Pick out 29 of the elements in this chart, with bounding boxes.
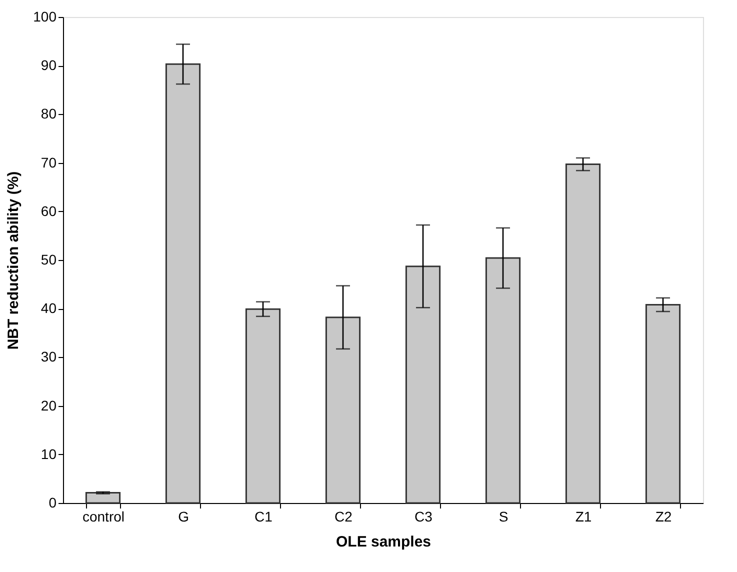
y-axis-title: NBT reduction ability (%): [5, 171, 22, 350]
y-tick-label: 10: [40, 446, 57, 462]
bar: [245, 308, 281, 504]
x-tick-label: G: [178, 508, 189, 524]
x-tick-label: Z1: [575, 508, 592, 524]
x-tick-label: C2: [334, 508, 353, 524]
y-tick-label: 50: [40, 252, 57, 268]
x-tick-label: Z2: [655, 508, 672, 524]
bar: [485, 257, 521, 504]
bar: [405, 266, 441, 504]
y-tick-label: 100: [33, 8, 57, 24]
bar: [645, 304, 681, 504]
y-tick-label: 90: [40, 57, 57, 74]
y-tick-label: 70: [40, 154, 57, 170]
bar: [165, 63, 201, 504]
x-tick-label: control: [82, 508, 125, 524]
y-tick-label: 30: [40, 348, 57, 365]
x-tick-label: C3: [414, 508, 433, 524]
y-tick-label: 80: [40, 106, 57, 122]
y-tick-label: 20: [40, 397, 57, 414]
x-tick-label: C1: [254, 508, 273, 524]
bar: [85, 492, 121, 504]
bar: [325, 316, 361, 504]
x-axis-title: OLE samples: [336, 534, 432, 550]
y-tick-label: 0: [48, 494, 57, 510]
bar: [565, 164, 601, 504]
y-tick-label: 60: [40, 202, 57, 219]
y-tick-label: 40: [40, 300, 57, 316]
x-tick-label: S: [498, 508, 508, 524]
